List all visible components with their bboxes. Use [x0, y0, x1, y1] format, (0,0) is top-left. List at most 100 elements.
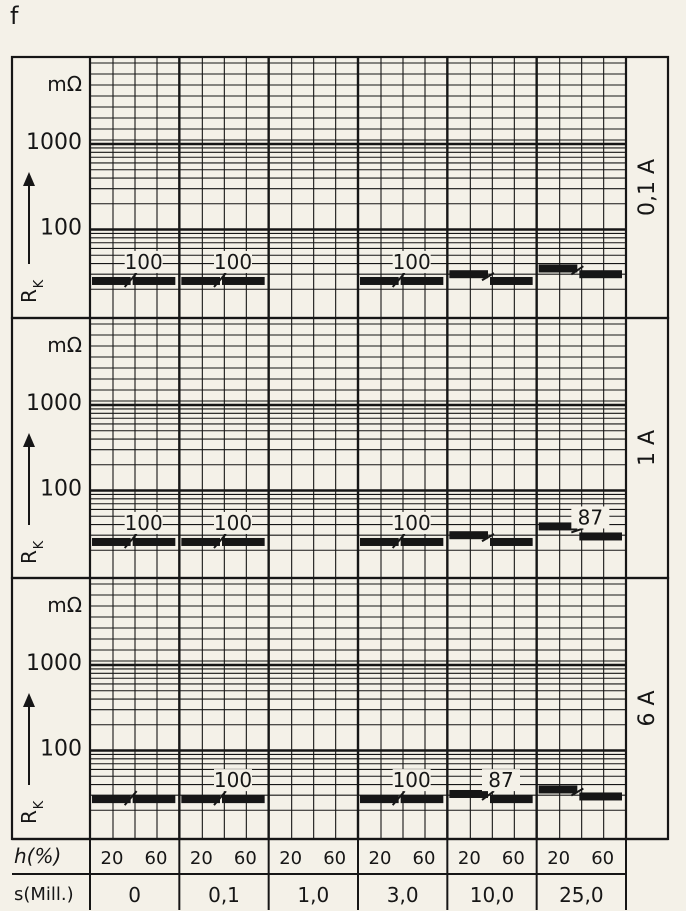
bar-h20 [538, 785, 578, 794]
bar-h20 [181, 795, 220, 804]
y-axis-label-sub: K [32, 800, 47, 809]
bar-break [481, 272, 495, 282]
y-axis-arrow-head [23, 172, 35, 186]
bar-annotation: 100 [393, 768, 431, 792]
s-value: 25,0 [559, 883, 604, 907]
bar-break [123, 790, 138, 806]
y-axis-arrow-head [23, 693, 35, 707]
h-tick: 20 [101, 848, 124, 869]
annotation-bg [482, 769, 520, 792]
y-axis-label: R [17, 289, 41, 303]
bar-annotation: 87 [488, 768, 513, 792]
bar-break [481, 790, 495, 801]
s-value: 0 [128, 883, 141, 907]
bar-h20 [360, 795, 399, 804]
bar-h60 [579, 792, 622, 801]
h-tick: 20 [547, 848, 570, 869]
bar-h20 [360, 537, 399, 546]
h-tick: 20 [279, 848, 302, 869]
bar-h60 [400, 795, 444, 804]
annotation-bg [124, 511, 163, 534]
bar-h60 [222, 276, 265, 285]
bar-annotation: 100 [125, 250, 163, 274]
bar-h60 [400, 276, 444, 285]
annotation-bg [214, 250, 252, 273]
bar-break [571, 527, 584, 534]
bar-h60 [579, 532, 622, 541]
s-value: 3,0 [387, 883, 419, 907]
y-tick-label: 100 [40, 477, 82, 502]
bar-break [570, 787, 584, 797]
annotation-bg [392, 250, 431, 273]
h-tick: 20 [190, 848, 213, 869]
bar-break [213, 272, 227, 288]
y-axis-label-sub: K [32, 279, 47, 288]
current-label: 0,1 A [635, 159, 660, 216]
y-tick-label: 100 [40, 216, 82, 241]
y-axis-arrow-head [23, 433, 35, 447]
y-unit-label: mΩ [47, 72, 82, 96]
bar-break [570, 265, 584, 276]
bar-h20 [92, 276, 131, 285]
bar-h20 [449, 789, 488, 798]
bar-h60 [400, 537, 444, 546]
bar-break [391, 272, 406, 288]
y-axis-label-sub: K [32, 540, 47, 549]
bar-h20 [449, 531, 488, 540]
bar-h20 [92, 795, 131, 804]
bar-h20 [181, 537, 220, 546]
bar-h60 [132, 276, 176, 285]
bar-h60 [222, 795, 265, 804]
bar-h60 [490, 795, 533, 804]
bar-break [123, 272, 138, 288]
bar-break [213, 790, 227, 806]
bar-annotation: 100 [393, 511, 431, 535]
annotation-bg [214, 769, 252, 792]
bar-annotation: 100 [214, 511, 252, 535]
h-tick: 60 [234, 848, 257, 869]
bar-h20 [181, 276, 220, 285]
s-value: 1,0 [297, 883, 329, 907]
bar-annotation: 100 [393, 250, 431, 274]
y-tick-label: 100 [40, 737, 82, 762]
h-tick: 60 [591, 848, 614, 869]
y-axis-label: R [17, 810, 41, 824]
annotation-bg [124, 250, 163, 273]
annotation-bg [214, 511, 252, 534]
h-tick: 20 [458, 848, 481, 869]
y-tick-label: 1000 [26, 391, 82, 416]
bar-h20 [538, 264, 578, 273]
y-tick-label: 1000 [26, 651, 82, 676]
current-label: 1 A [635, 430, 660, 466]
h-tick: 60 [502, 848, 525, 869]
s-value: 0,1 [208, 883, 240, 907]
bar-break [391, 790, 406, 806]
y-unit-label: mΩ [47, 333, 82, 357]
bar-break [213, 533, 227, 549]
current-label: 6 A [635, 690, 660, 726]
s-row-label: s(Mill.) [14, 884, 74, 905]
figure-label: f [10, 2, 19, 30]
h-tick: 60 [323, 848, 346, 869]
bar-h60 [490, 537, 533, 546]
bar-annotation: 100 [214, 768, 252, 792]
bar-annotation: 100 [214, 250, 252, 274]
bar-h20 [92, 537, 131, 546]
bar-annotation: 87 [578, 505, 603, 529]
y-axis-label: R [17, 550, 41, 564]
s-value: 10,0 [470, 883, 515, 907]
bar-break [391, 533, 406, 549]
bar-annotation: 100 [125, 511, 163, 535]
y-unit-label: mΩ [47, 593, 82, 617]
h-row-label: h(%) [14, 844, 61, 868]
annotation-bg [392, 769, 431, 792]
bar-h60 [222, 537, 265, 546]
bar-h60 [132, 795, 176, 804]
h-tick: 60 [413, 848, 436, 869]
bar-break [123, 533, 138, 549]
y-tick-label: 1000 [26, 130, 82, 155]
bar-h60 [132, 537, 176, 546]
bar-h20 [360, 276, 399, 285]
h-tick: 60 [145, 848, 168, 869]
